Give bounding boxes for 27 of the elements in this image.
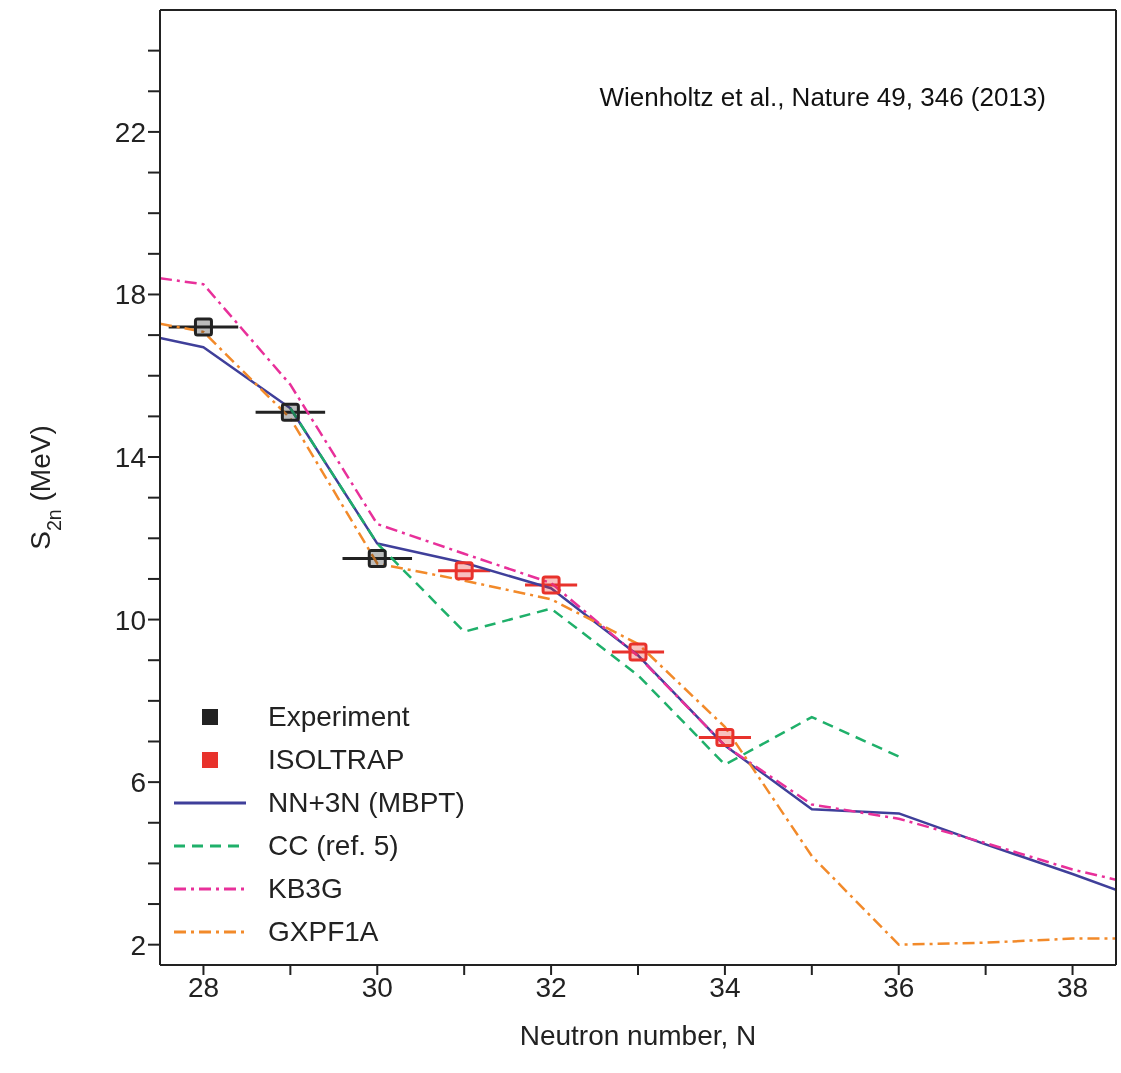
point — [715, 727, 735, 747]
legend-label: KB3G — [268, 872, 343, 905]
legend-label: NN+3N (MBPT) — [268, 786, 465, 819]
legend-label: ISOLTRAP — [268, 743, 405, 776]
point — [280, 402, 300, 422]
x-tick-label: 30 — [361, 971, 393, 1003]
y-tick-label: 10 — [114, 604, 146, 636]
x-axis-title: Neutron number, N — [519, 1020, 757, 1051]
legend-label: GXPF1A — [268, 915, 379, 948]
y-tick-label: 22 — [114, 116, 146, 148]
y-tick-label: 14 — [114, 441, 146, 473]
point — [367, 549, 387, 569]
point — [193, 317, 213, 337]
point — [454, 561, 474, 581]
point — [541, 575, 561, 595]
x-tick-label: 36 — [883, 971, 915, 1003]
point — [628, 642, 648, 662]
x-tick-label: 32 — [535, 971, 567, 1003]
annotation: Wienholtz et al., Nature 49, 346 (2013) — [599, 82, 1046, 113]
y-tick-label: 18 — [114, 279, 146, 311]
y-tick-label: 2 — [130, 929, 146, 961]
x-tick-label: 34 — [709, 971, 741, 1003]
y-tick-label: 6 — [130, 767, 146, 799]
x-tick-label: 28 — [187, 971, 220, 1003]
legend-label: Experiment — [268, 700, 410, 733]
legend-label: CC (ref. 5) — [268, 829, 399, 862]
x-tick-label: 38 — [1056, 971, 1089, 1003]
